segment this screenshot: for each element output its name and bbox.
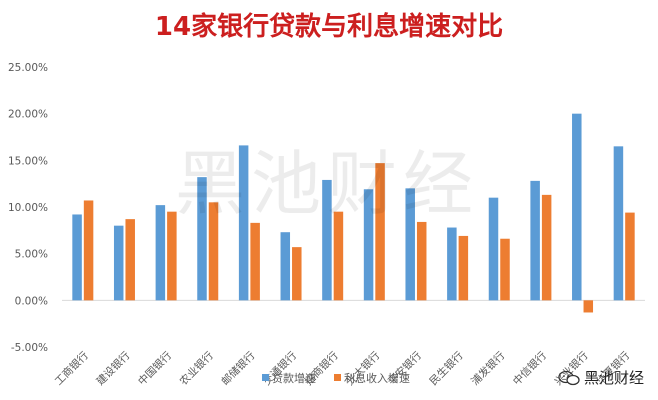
legend-label: 利息收入增速 xyxy=(344,371,410,385)
brand-text: 黑池财经 xyxy=(583,369,644,387)
y-tick-label: 20.00% xyxy=(8,109,48,121)
bar-interest-income-growth xyxy=(208,202,219,301)
x-tick-label: 民生银行 xyxy=(427,349,466,388)
x-tick-label: 农业银行 xyxy=(177,349,216,388)
bar-loan-growth xyxy=(238,145,249,301)
bar-loan-growth xyxy=(113,225,124,301)
y-tick-label: 0.00% xyxy=(15,295,48,307)
bar-loan-growth xyxy=(488,197,499,301)
bar-loan-growth xyxy=(322,179,332,301)
x-tick-label: 中国银行 xyxy=(135,349,174,388)
bar-loan-growth xyxy=(280,232,291,301)
bar-interest-income-growth xyxy=(541,194,552,301)
bar-loan-growth xyxy=(197,177,207,301)
y-tick-label: 5.00% xyxy=(15,249,48,261)
bar-interest-income-growth xyxy=(375,163,385,301)
bar-interest-income-growth xyxy=(416,221,427,301)
bar-loan-growth xyxy=(572,113,582,301)
y-tick-label: 10.00% xyxy=(8,202,48,214)
axis-layer: -5.00% 0.00% 5.00% 10.00% 15.00% 20.00% 25.00% xyxy=(8,62,645,354)
bars-layer xyxy=(72,113,635,313)
bar-loan-growth xyxy=(613,146,624,301)
chart-title: 14家银行贷款与利息增速对比 xyxy=(154,12,504,42)
bar-interest-income-growth xyxy=(458,235,469,301)
bar-interest-income-growth xyxy=(83,200,94,301)
bar-loan-growth xyxy=(72,214,82,301)
bar-loan-growth xyxy=(530,180,540,301)
x-tick-label: 浦发银行 xyxy=(468,349,507,388)
labels-layer: 工商银行 建设银行 中国银行 农业银行 邮储银行 交通银行 招商银行 光大银行 平安银行 民生银行… xyxy=(52,349,633,388)
y-tick-label: -5.00% xyxy=(11,342,48,354)
bar-loan-growth xyxy=(447,227,457,301)
bar-interest-income-growth xyxy=(250,222,260,301)
bar-interest-income-growth xyxy=(625,212,635,301)
x-tick-label: 建设银行 xyxy=(94,349,133,388)
x-tick-label: 中信银行 xyxy=(510,349,549,388)
bar-loan-growth xyxy=(363,189,374,301)
bar-interest-income-growth xyxy=(167,211,177,301)
bar-loan-growth xyxy=(405,188,415,301)
wechat-icon xyxy=(558,370,580,385)
bar-interest-income-growth xyxy=(333,211,344,301)
legend-swatch xyxy=(334,374,341,381)
bar-loan-growth xyxy=(155,205,166,301)
x-tick-label: 邮储银行 xyxy=(219,349,258,388)
bar-interest-income-growth xyxy=(500,238,510,301)
bar-interest-income-growth xyxy=(292,247,302,301)
bar-interest-income-growth xyxy=(583,300,594,313)
legend-swatch xyxy=(262,374,269,381)
y-tick-label: 15.00% xyxy=(8,155,48,167)
watermark: 黑池财经 xyxy=(175,143,479,225)
y-tick-label: 25.00% xyxy=(8,62,48,74)
bar-interest-income-growth xyxy=(125,219,135,301)
legend-layer: 贷款增速 利息收入增速 xyxy=(262,371,410,385)
legend-label: 贷款增速 xyxy=(272,371,316,385)
x-tick-label: 工商银行 xyxy=(52,349,91,388)
brand-badge: 黑池财经 xyxy=(558,367,644,388)
